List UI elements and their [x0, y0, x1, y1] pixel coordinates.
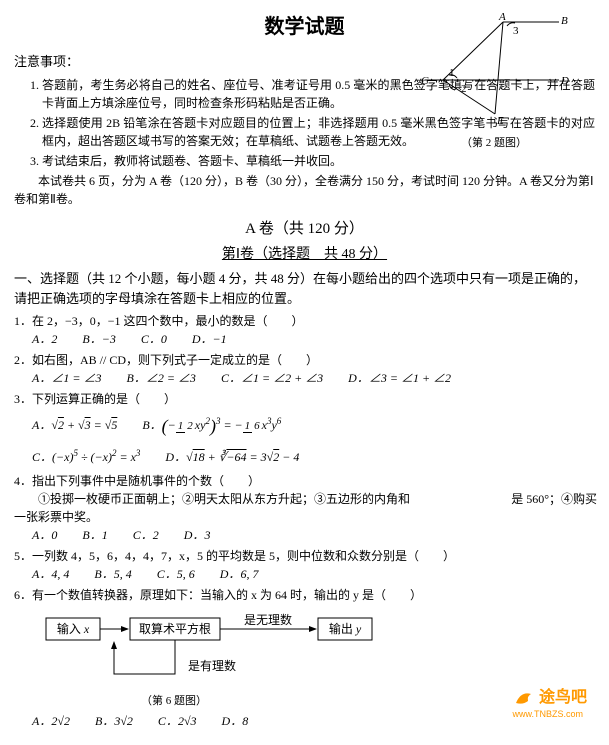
- q3-opt-c: C．(−x)5 ÷ (−x)2 = x3: [32, 444, 140, 469]
- svg-text:B: B: [561, 15, 568, 27]
- q5-stem: 一列数 4，5，6，4，4，7，x，5 的平均数是 5，则中位数和众数分别是（ …: [32, 549, 455, 563]
- svg-text:是无理数: 是无理数: [244, 612, 292, 627]
- q6-opt-d: D．8: [222, 712, 249, 730]
- q1-opt-b: B．−3: [82, 330, 115, 348]
- q6-opt-b: B．3√2: [95, 712, 133, 730]
- svg-text:是有理数: 是有理数: [188, 658, 236, 673]
- question-1: 1．在 2，−3，0，−1 这四个数中，最小的数是（ ） A．2 B．−3 C．…: [14, 312, 595, 348]
- q3-opt-d: D．√18 + ∛−64 = 3√2 − 4: [165, 445, 299, 469]
- q3-stem: 下列运算正确的是（ ）: [32, 392, 176, 406]
- q2-stem: 如右图，AB // CD，则下列式子一定成立的是（ ）: [32, 353, 318, 367]
- q3-opt-b: B．(−12xy2)3 = −16x3y6: [142, 408, 281, 444]
- svg-text:1: 1: [449, 67, 455, 79]
- watermark-text: 途鸟吧: [539, 689, 587, 706]
- mc-header: 一、选择题（共 12 个小题，每小题 4 分，共 48 分）在每小题给出的四个选…: [14, 269, 595, 308]
- svg-text:C: C: [421, 75, 429, 87]
- svg-text:3: 3: [513, 25, 519, 37]
- geometry-figure: A B C D E 3 1 2 （第 2 题图）: [419, 12, 569, 152]
- q5-opt-d: D．6, 7: [220, 565, 259, 583]
- q5-opt-b: B．5, 4: [94, 565, 131, 583]
- q6-opt-a: A．2√2: [32, 712, 70, 730]
- section-a-title: A 卷（共 120 分）: [14, 218, 595, 241]
- q3-opt-a: A．√2 + √3 = √5: [32, 413, 117, 437]
- q2-opt-d: D．∠3 = ∠1 + ∠2: [348, 369, 451, 387]
- q2-opt-b: B．∠2 = ∠3: [126, 369, 195, 387]
- svg-text:D: D: [560, 75, 569, 87]
- paper-info: 本试卷共 6 页，分为 A 卷（120 分），B 卷（30 分），全卷满分 15…: [14, 172, 595, 208]
- q4-opt-b: B．1: [82, 526, 107, 544]
- watermark: 途鸟吧 www.TNBZS.com: [513, 686, 587, 722]
- q6-opt-c: C．2√3: [158, 712, 197, 730]
- question-5: 5．一列数 4，5，6，4，4，7，x，5 的平均数是 5，则中位数和众数分别是…: [14, 547, 595, 583]
- q4-opt-c: C．2: [133, 526, 159, 544]
- q4-stem: 指出下列事件中是随机事件的个数（ ）: [32, 474, 260, 488]
- svg-text:取算术平方根: 取算术平方根: [139, 621, 211, 636]
- q4-detail: ①投掷一枚硬币正面朝上；②明天太阳从东方升起；③五边形的内角和: [14, 490, 410, 508]
- instruction-item: 考试结束后，教师将试题卷、答题卡、草稿纸一并收回。: [42, 152, 595, 170]
- q1-opt-d: D．−1: [192, 330, 227, 348]
- q1-stem: 在 2，−3，0，−1 这四个数中，最小的数是（ ）: [32, 314, 304, 328]
- svg-text:输出 y: 输出 y: [329, 621, 362, 636]
- svg-text:输入 x: 输入 x: [57, 621, 90, 636]
- section-1-title: 第Ⅰ卷（选择题 共 48 分）: [14, 244, 595, 265]
- q6-stem: 有一个数值转换器，原理如下：当输入的 x 为 64 时，输出的 y 是（ ）: [32, 588, 422, 602]
- q2-opt-a: A．∠1 = ∠3: [32, 369, 101, 387]
- svg-text:A: A: [498, 12, 506, 23]
- question-6: 6．有一个数值转换器，原理如下：当输入的 x 为 64 时，输出的 y 是（ ）…: [14, 586, 595, 730]
- q4-detail2: 一张彩票中奖。: [14, 510, 98, 524]
- figure-6-caption: （第 6 题图）: [44, 693, 304, 710]
- question-2: 2．如右图，AB // CD，则下列式子一定成立的是（ ） A．∠1 = ∠3 …: [14, 351, 595, 387]
- q1-opt-a: A．2: [32, 330, 57, 348]
- q4-opt-d: D．3: [184, 526, 211, 544]
- svg-text:E: E: [496, 115, 504, 127]
- watermark-url: www.TNBZS.com: [513, 708, 587, 722]
- q5-opt-a: A．4, 4: [32, 565, 69, 583]
- q4-extra: 是 560°；④购买: [511, 490, 597, 508]
- question-4: 4．指出下列事件中是随机事件的个数（ ） ①投掷一枚硬币正面朝上；②明天太阳从东…: [14, 472, 595, 544]
- q5-opt-c: C．5, 6: [157, 565, 195, 583]
- svg-text:2: 2: [461, 83, 467, 95]
- q4-opt-a: A．0: [32, 526, 57, 544]
- question-3: 3．下列运算正确的是（ ） A．√2 + √3 = √5 B．(−12xy2)3…: [14, 390, 595, 469]
- q1-opt-c: C．0: [141, 330, 167, 348]
- bird-icon: [513, 687, 535, 709]
- q2-opt-c: C．∠1 = ∠2 + ∠3: [221, 369, 323, 387]
- figure-2-caption: （第 2 题图）: [419, 135, 569, 152]
